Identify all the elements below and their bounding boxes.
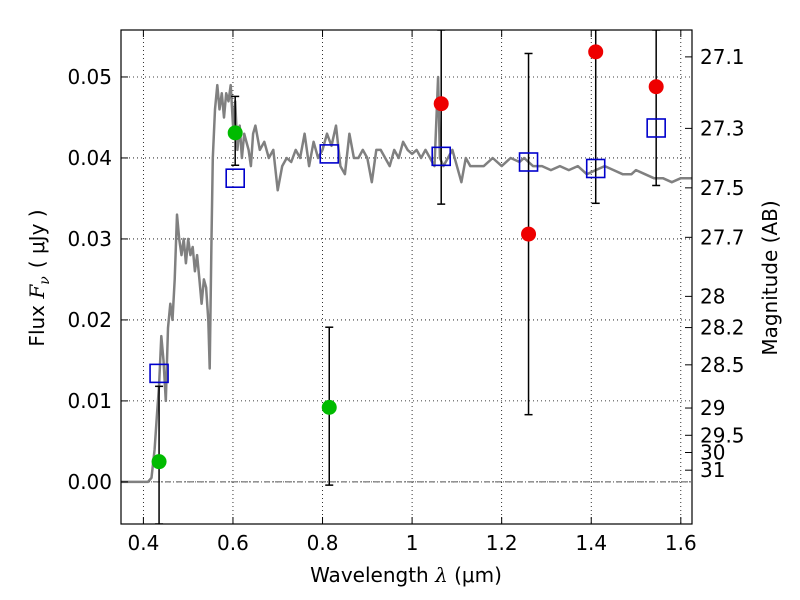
plot-frame [120, 29, 693, 525]
magnitude-tick-label: 31 [700, 458, 725, 482]
square-marker [646, 118, 666, 138]
x-tick-label: 0.8 [307, 531, 339, 555]
magnitude-tick-label: 27.3 [700, 116, 745, 140]
y-tick-label: 0.02 [67, 308, 112, 332]
error-bars [155, 30, 661, 524]
magnitude-tick-label: 28 [700, 284, 725, 308]
magnitude-tick-label: 30 [700, 440, 725, 464]
magnitude-tick-label: 29.5 [700, 423, 745, 447]
y-tick-label: 0.04 [67, 146, 112, 170]
magnitude-tick-label: 28.5 [700, 353, 745, 377]
x-axis-ticks: 0.4 0.6 0.8 1 1.2 1.4 1.6 [127, 30, 697, 555]
circle-marker [151, 454, 167, 470]
x-tick-label: 1 [406, 531, 419, 555]
circle-marker [588, 44, 604, 60]
square-marker [319, 144, 340, 164]
y-tick-label: 0.03 [67, 227, 112, 251]
magnitude-tick-label: 27.7 [700, 225, 745, 249]
y-axis-label-symbol: F [25, 284, 49, 300]
square-marker [149, 363, 169, 384]
y-axis-label: Flux Fν ( μJy ) [25, 209, 53, 346]
square-marker [225, 168, 245, 188]
circle-marker [227, 125, 243, 141]
y-axis-label-unit: ( μJy ) [25, 209, 49, 268]
y-tick-label: 0.01 [67, 389, 112, 413]
x-tick-label: 0.4 [127, 531, 159, 555]
y-tick-label: 0.05 [67, 65, 112, 89]
x-tick-label: 1.2 [486, 531, 518, 555]
y-tick-label: 0.00 [67, 470, 112, 494]
y-axis-label-subscript: ν [37, 276, 53, 285]
grid [121, 30, 692, 524]
circle-marker [648, 79, 664, 95]
y-axis-label-prefix: Flux [25, 299, 49, 347]
square-marker [585, 158, 606, 179]
x-axis-label: Wavelength λ (μm) [310, 563, 502, 587]
y-axis-ticks: 0.00 0.01 0.02 0.03 0.04 0.05 [67, 65, 128, 494]
circle-marker [321, 399, 337, 415]
x-tick-label: 1.4 [575, 531, 607, 555]
model-spectrum [121, 75, 692, 484]
right-axis-label: Magnitude (AB) [758, 200, 782, 355]
x-axis-label-symbol: λ [434, 563, 448, 587]
spectrum-line [121, 75, 692, 484]
magnitude-tick-label: 28.2 [700, 316, 745, 340]
magnitude-tick-label: 27.1 [700, 45, 745, 69]
square-marker [518, 152, 539, 172]
circle-marker [433, 96, 449, 112]
x-axis-label-prefix: Wavelength [310, 563, 435, 587]
magnitude-tick-label: 27.5 [700, 176, 745, 200]
square-marker [431, 146, 452, 167]
x-axis-label-unit: (μm) [448, 563, 502, 587]
x-tick-label: 1.6 [665, 531, 697, 555]
x-tick-label: 0.6 [217, 531, 249, 555]
data-markers [149, 44, 666, 470]
magnitude-tick-label: 29 [700, 396, 725, 420]
circle-marker [521, 226, 537, 242]
